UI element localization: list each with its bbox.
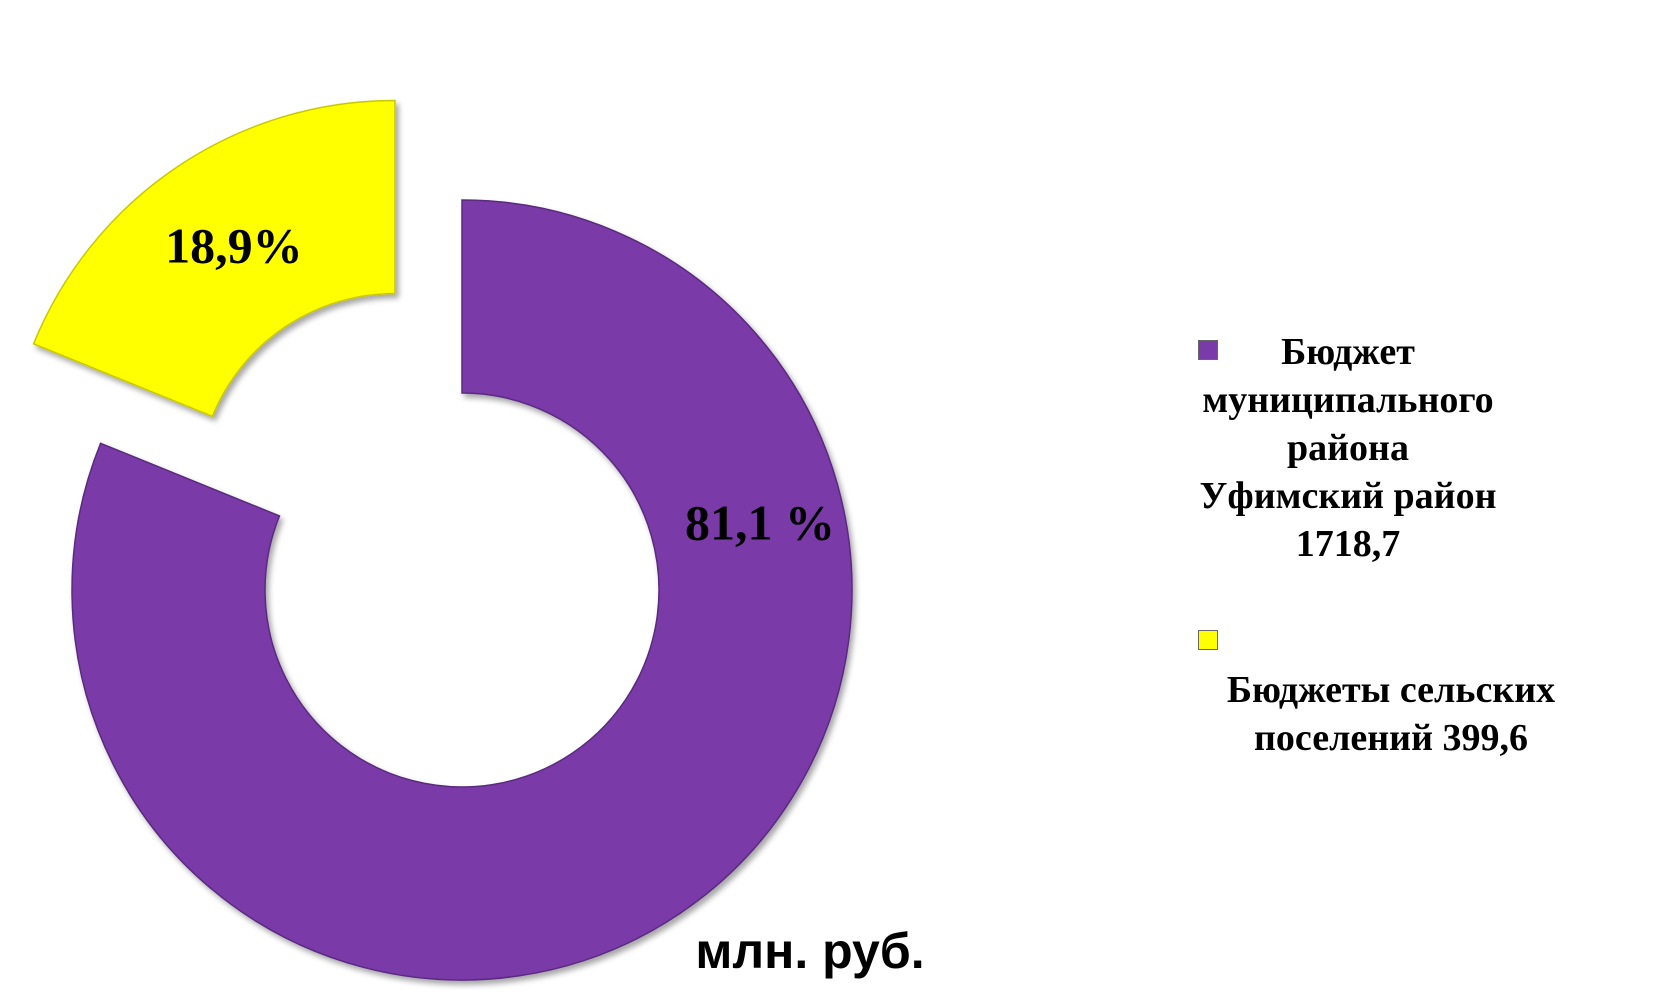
legend-swatch-purple <box>1198 340 1218 360</box>
donut-slice-0[interactable] <box>71 199 853 981</box>
slice-percent-label-1: 18,9% <box>165 218 303 274</box>
unit-label: млн. руб. <box>695 923 925 979</box>
legend-swatch-yellow <box>1198 630 1218 650</box>
legend-label-district-budget: Бюджет муниципального района Уфимский ра… <box>1199 331 1497 565</box>
donut-chart: 81,1 % 18,9% <box>32 99 853 981</box>
slice-percent-label-0: 81,1 % <box>685 494 835 550</box>
donut-slice-1[interactable] <box>32 99 396 418</box>
legend-label-settlement-budgets: Бюджеты сельских поселений 399,6 <box>1226 669 1556 759</box>
